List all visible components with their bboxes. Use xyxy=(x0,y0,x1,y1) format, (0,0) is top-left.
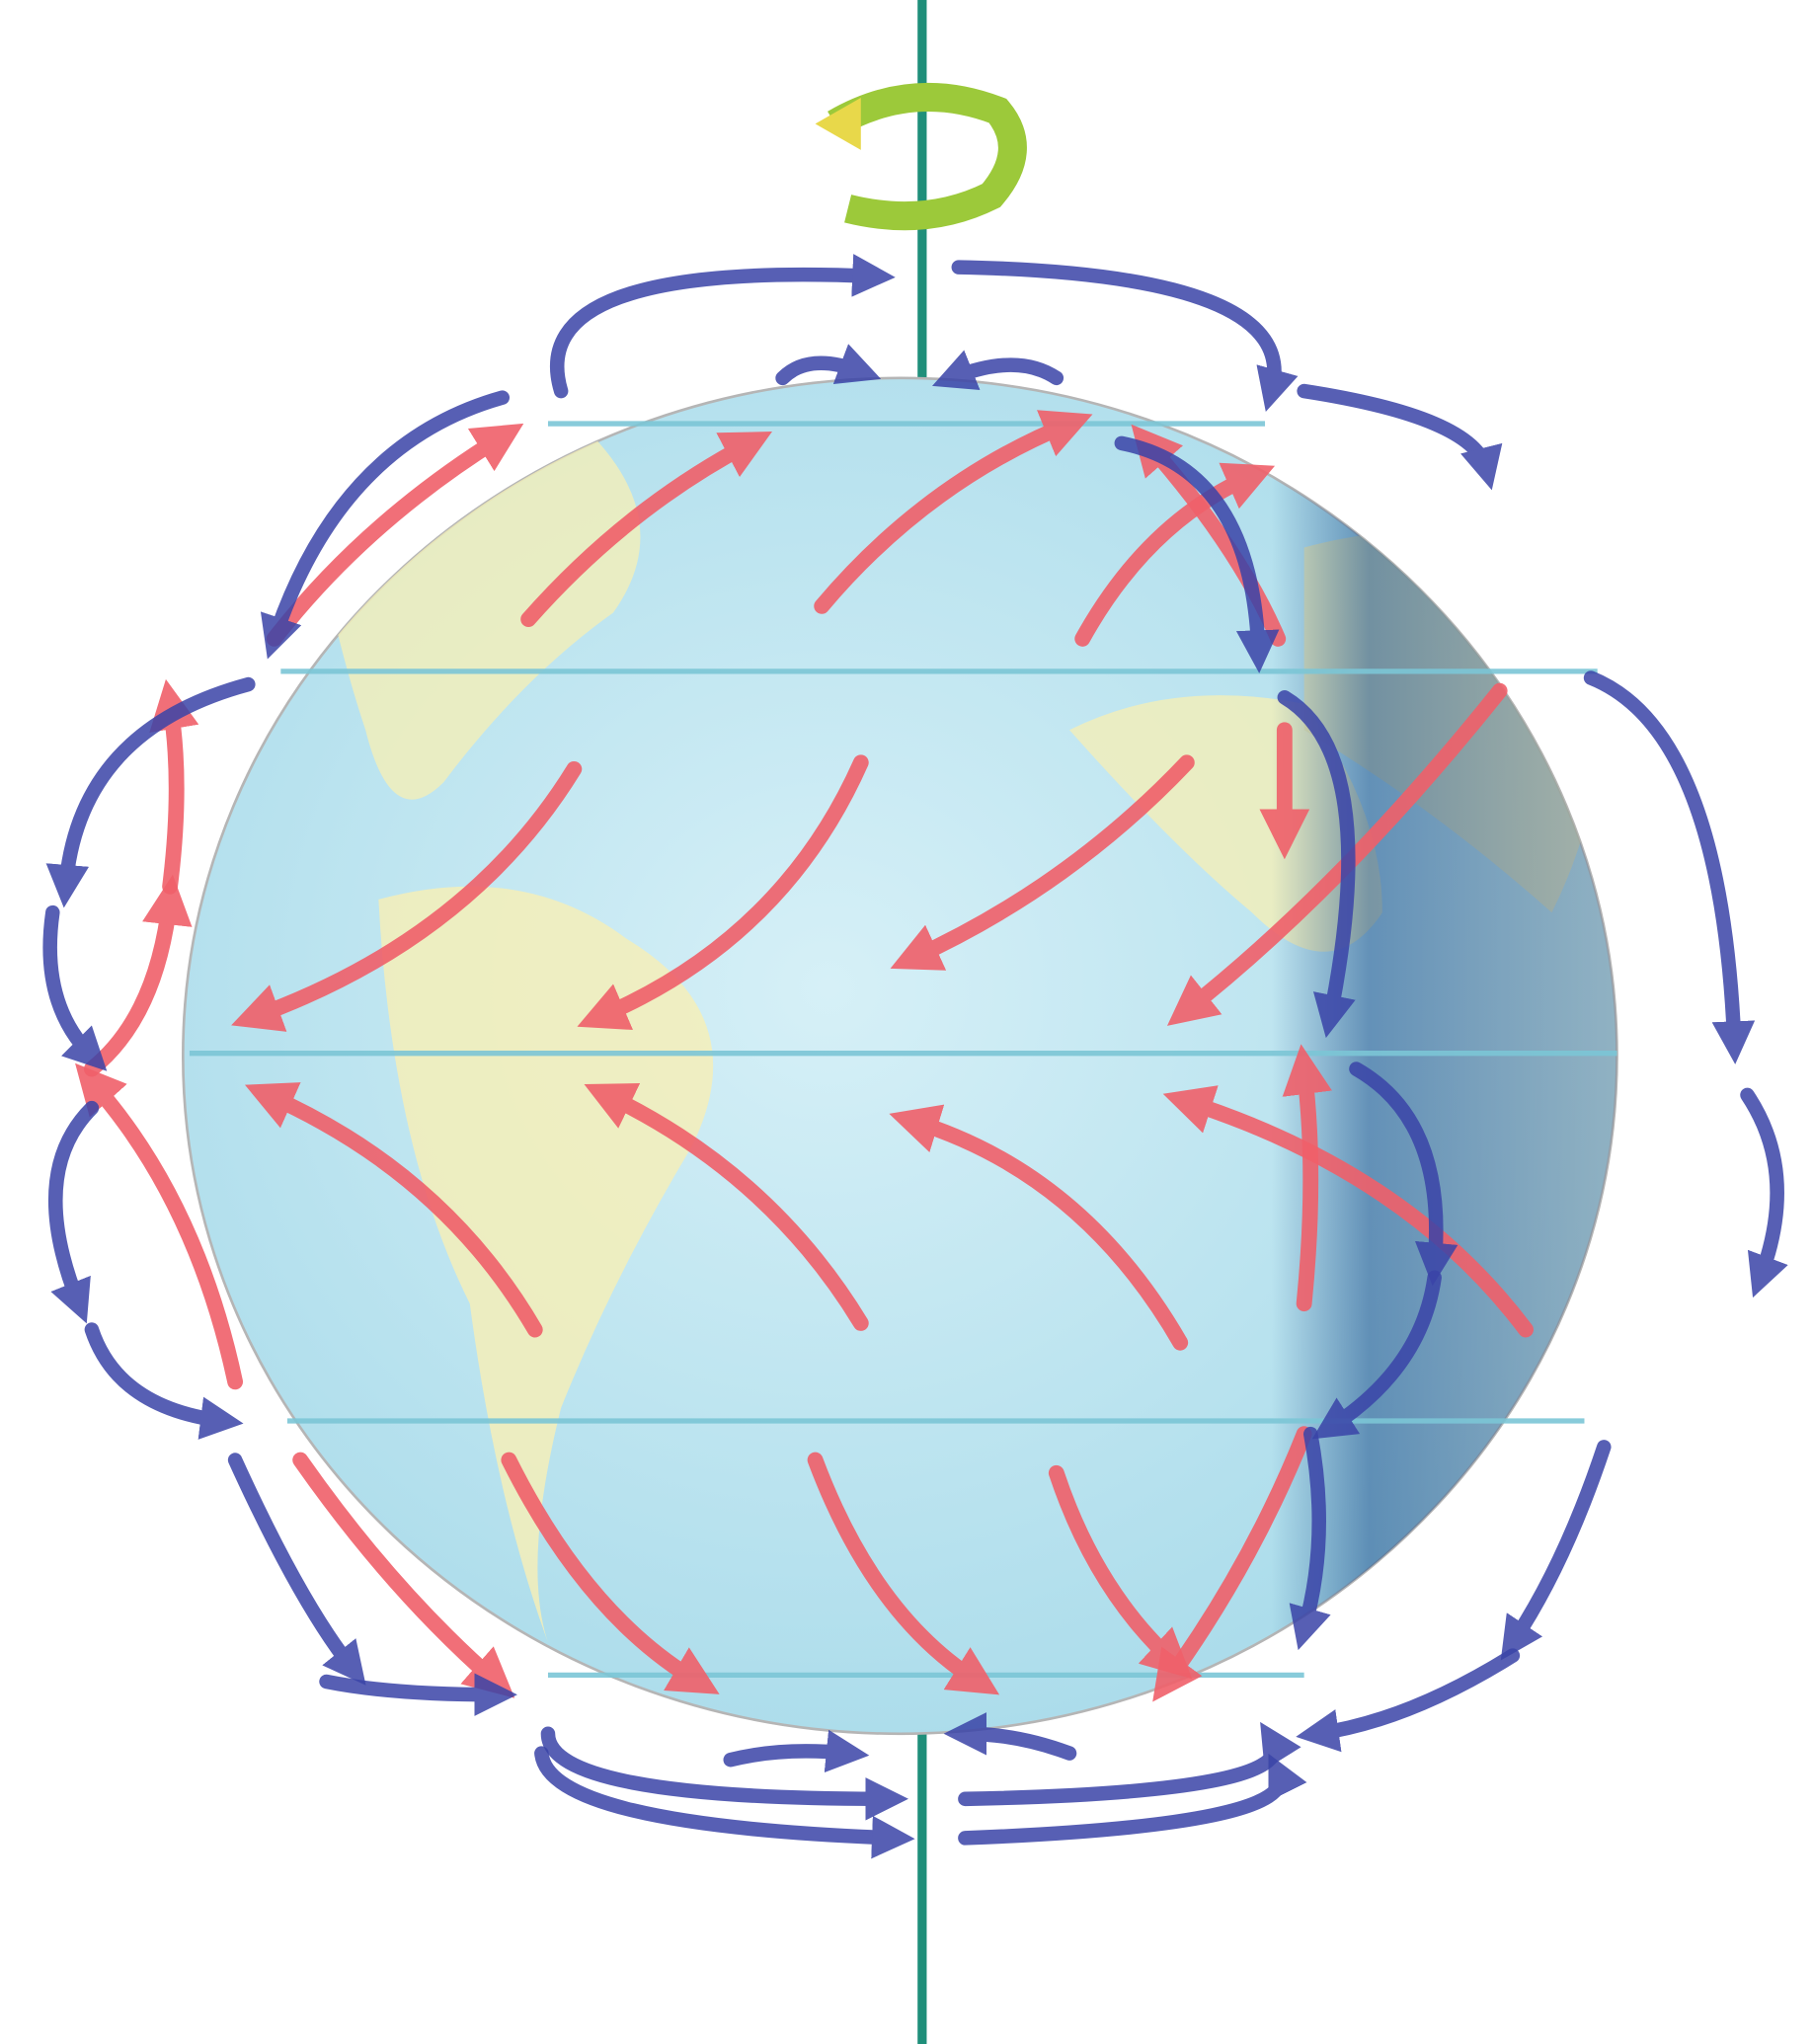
wind-arrow xyxy=(244,1082,543,1338)
cell-arrow xyxy=(1296,1648,1521,1753)
wind-arrow xyxy=(231,760,583,1032)
cell-arrow xyxy=(1277,690,1356,1039)
wind-arrow xyxy=(1282,1044,1332,1312)
wind-arrow xyxy=(75,1062,244,1390)
wind-arrow xyxy=(890,754,1195,971)
cell-arrow xyxy=(1114,435,1280,673)
cell-arrow xyxy=(549,254,896,399)
rotation-arrow xyxy=(815,82,1027,231)
night-side xyxy=(1271,377,1617,1734)
wind-arrow xyxy=(814,410,1093,614)
cell-arrow xyxy=(260,390,511,660)
wind-arrow xyxy=(149,678,199,895)
cell-arrow xyxy=(1349,1061,1458,1287)
cell-arrow xyxy=(943,1712,1077,1761)
cell-arrow xyxy=(951,260,1299,413)
wind-arrow xyxy=(1048,1464,1193,1680)
rotation-head xyxy=(815,98,861,150)
cell-arrow xyxy=(84,1322,244,1440)
cell-arrow xyxy=(775,344,882,386)
wind-arrow xyxy=(1074,462,1276,647)
wind-arrow xyxy=(520,432,773,627)
cell-arrow xyxy=(534,1746,915,1859)
cell-arrow xyxy=(1311,1270,1442,1440)
wind-arrow xyxy=(577,754,869,1031)
cell-arrow xyxy=(1297,383,1503,491)
wind-arrow xyxy=(1131,424,1287,647)
cell-arrow xyxy=(1583,670,1756,1064)
cell-arrow xyxy=(958,1753,1307,1846)
cell-arrow xyxy=(42,904,108,1071)
wind-arrow xyxy=(584,1083,869,1331)
rotation-band xyxy=(828,82,1027,231)
wind-arrow xyxy=(1152,1426,1312,1702)
cell-arrow xyxy=(45,676,256,908)
wind-arrow xyxy=(266,423,524,647)
wind-arrow xyxy=(1162,1085,1534,1338)
cell-arrow xyxy=(1500,1440,1612,1661)
wind-arrow xyxy=(292,1452,515,1698)
south-america xyxy=(378,886,714,1643)
cell-arrow xyxy=(1289,1426,1331,1651)
cell-arrow xyxy=(227,1453,366,1686)
wind-arrow xyxy=(83,874,193,1077)
cell-arrow xyxy=(319,1673,517,1716)
wind-arrow xyxy=(501,1452,720,1694)
cell-arrow xyxy=(723,1729,870,1773)
cell-arrow xyxy=(48,1100,100,1324)
cell-arrow xyxy=(540,1726,908,1821)
globe xyxy=(181,376,1618,1736)
cell-arrow xyxy=(1740,1087,1788,1298)
wind-arrow xyxy=(889,1104,1189,1351)
circulation-cells xyxy=(42,254,1788,1859)
cell-arrow xyxy=(958,1721,1301,1807)
wind-arrow xyxy=(807,1452,1000,1695)
cell-arrow xyxy=(931,350,1064,390)
